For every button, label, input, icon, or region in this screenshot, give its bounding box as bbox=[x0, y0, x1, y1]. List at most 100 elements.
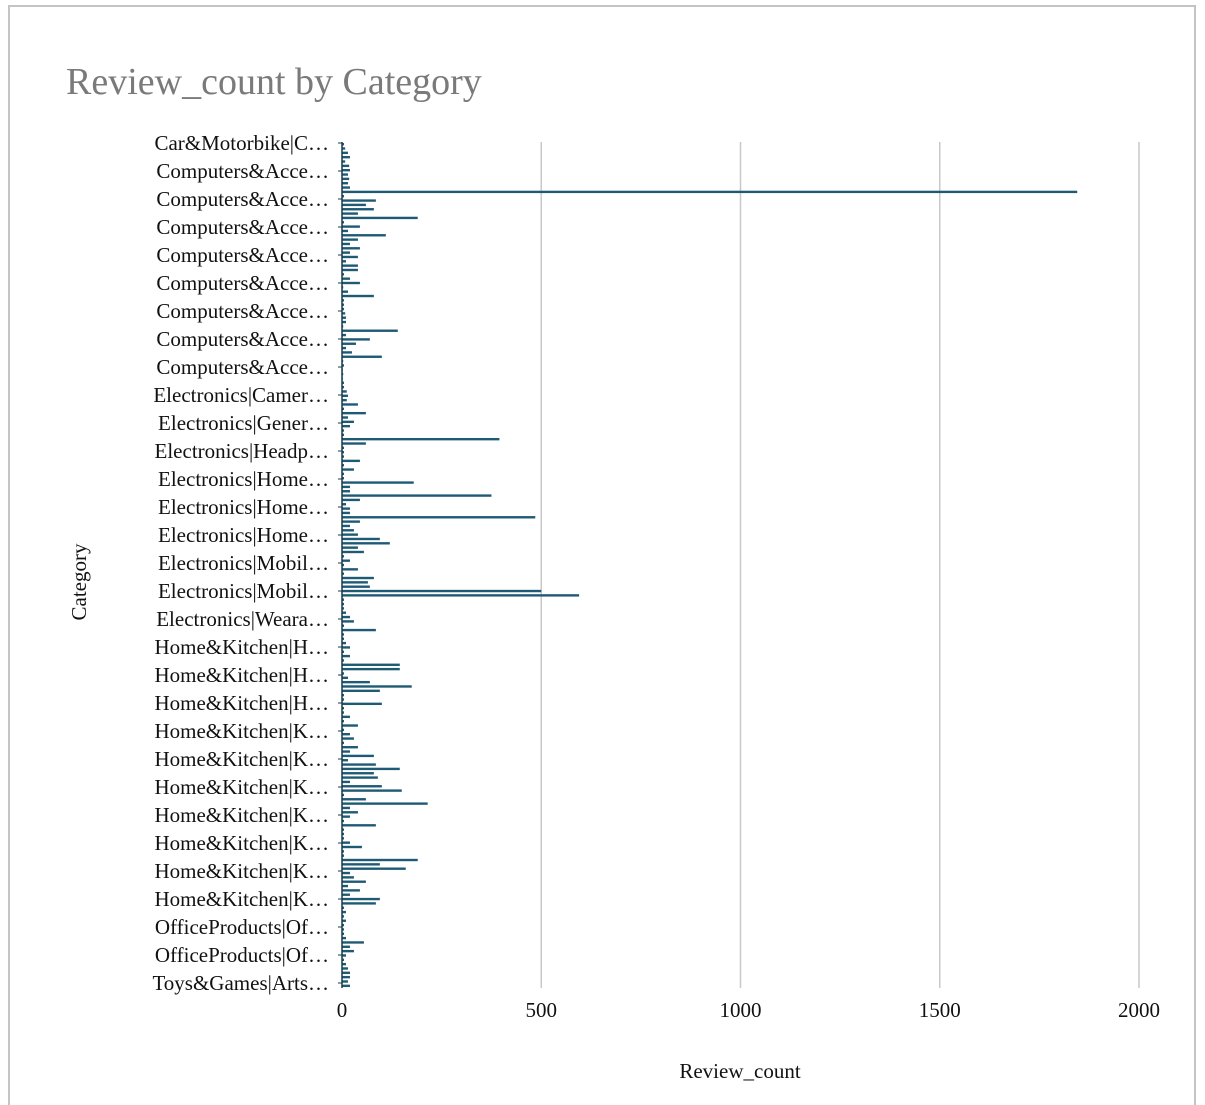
bar bbox=[342, 641, 346, 645]
y-tick-label: Electronics|Gener… bbox=[158, 411, 329, 435]
bar bbox=[342, 693, 344, 697]
bar bbox=[342, 186, 350, 189]
bar bbox=[342, 759, 348, 762]
bar bbox=[342, 459, 360, 463]
bar bbox=[342, 589, 542, 593]
bar bbox=[342, 607, 344, 610]
bar bbox=[342, 142, 344, 146]
bar bbox=[342, 663, 400, 666]
bar bbox=[342, 177, 350, 181]
bar bbox=[342, 533, 358, 536]
bar bbox=[342, 728, 344, 732]
bar bbox=[342, 160, 346, 163]
bar bbox=[342, 516, 536, 519]
bar bbox=[342, 863, 380, 866]
y-axis: Car&Motorbike|C… Computers&Acce… Computers… bbox=[152, 131, 343, 995]
bar bbox=[342, 494, 492, 497]
bar bbox=[342, 850, 344, 853]
bar bbox=[342, 338, 370, 341]
bar bbox=[342, 923, 344, 927]
y-tick-label: Computers&Acce… bbox=[156, 159, 329, 183]
bar bbox=[342, 490, 350, 493]
x-tick-label: 1000 bbox=[720, 998, 762, 1022]
bar bbox=[342, 676, 348, 679]
bar bbox=[342, 980, 348, 983]
bar bbox=[342, 828, 344, 831]
bar bbox=[342, 203, 366, 207]
y-tick-label: Electronics|Home… bbox=[158, 467, 329, 491]
bar bbox=[342, 798, 366, 801]
bar bbox=[342, 351, 352, 354]
bar bbox=[342, 585, 370, 588]
bar bbox=[342, 719, 344, 723]
bar bbox=[342, 555, 344, 558]
bar bbox=[342, 229, 348, 233]
bar bbox=[342, 342, 356, 345]
bar bbox=[342, 281, 360, 285]
bar bbox=[342, 650, 344, 653]
bar bbox=[342, 936, 346, 940]
bar bbox=[342, 420, 354, 424]
y-tick-label: Home&Kitchen|H… bbox=[154, 635, 329, 659]
y-tick-label: Home&Kitchen|H… bbox=[154, 663, 329, 687]
bar bbox=[342, 299, 344, 302]
bar bbox=[342, 238, 358, 241]
bar bbox=[342, 294, 374, 298]
bar bbox=[342, 234, 386, 237]
bar bbox=[342, 659, 344, 662]
bar bbox=[342, 984, 350, 988]
y-tick-label: Home&Kitchen|K… bbox=[154, 831, 329, 855]
bar bbox=[342, 776, 378, 779]
bar bbox=[342, 290, 348, 293]
bar bbox=[342, 667, 400, 671]
bar bbox=[342, 429, 344, 432]
y-tick-label: Home&Kitchen|K… bbox=[154, 747, 329, 771]
chart-title: Review_count by Category bbox=[66, 61, 482, 103]
y-tick-label: Electronics|Headp… bbox=[155, 439, 329, 463]
bar bbox=[342, 381, 344, 384]
bar bbox=[342, 312, 346, 315]
bar bbox=[342, 576, 374, 580]
bar bbox=[342, 242, 350, 246]
bar bbox=[342, 889, 360, 892]
y-tick-label: Home&Kitchen|K… bbox=[154, 775, 329, 799]
bar bbox=[342, 598, 344, 601]
bar bbox=[342, 750, 350, 753]
bar bbox=[342, 884, 348, 888]
y-tick-label: Computers&Acce… bbox=[156, 271, 329, 295]
bar bbox=[342, 264, 358, 267]
bar bbox=[342, 715, 350, 719]
bar bbox=[342, 880, 366, 883]
bar bbox=[342, 624, 344, 627]
bar bbox=[342, 698, 344, 701]
bar bbox=[342, 893, 350, 896]
bar bbox=[342, 173, 348, 176]
bar bbox=[342, 303, 344, 306]
gridlines bbox=[540, 142, 1140, 988]
bar bbox=[342, 268, 358, 272]
y-tick-label: Electronics|Mobil… bbox=[158, 579, 329, 603]
bar bbox=[342, 333, 346, 337]
y-tick-label: Computers&Acce… bbox=[156, 327, 329, 351]
bar bbox=[342, 394, 348, 397]
y-tick-label: OfficeProducts|Of… bbox=[155, 915, 329, 939]
bar bbox=[342, 455, 344, 458]
bar bbox=[342, 208, 374, 211]
bar bbox=[342, 928, 344, 931]
bar bbox=[342, 182, 348, 185]
bar bbox=[342, 902, 376, 905]
bar bbox=[342, 858, 418, 862]
bar bbox=[342, 364, 344, 367]
y-tick-label: Computers&Acce… bbox=[156, 187, 329, 211]
bar bbox=[342, 975, 350, 979]
x-axis: 0 500 1000 1500 2000 bbox=[337, 998, 1160, 1022]
bar bbox=[342, 746, 358, 749]
bar bbox=[342, 741, 344, 745]
bar bbox=[342, 832, 344, 836]
bar bbox=[342, 897, 380, 901]
bar bbox=[342, 503, 346, 506]
bar bbox=[342, 524, 350, 528]
bar bbox=[342, 876, 354, 879]
y-tick-label: Electronics|Mobil… bbox=[158, 551, 329, 575]
